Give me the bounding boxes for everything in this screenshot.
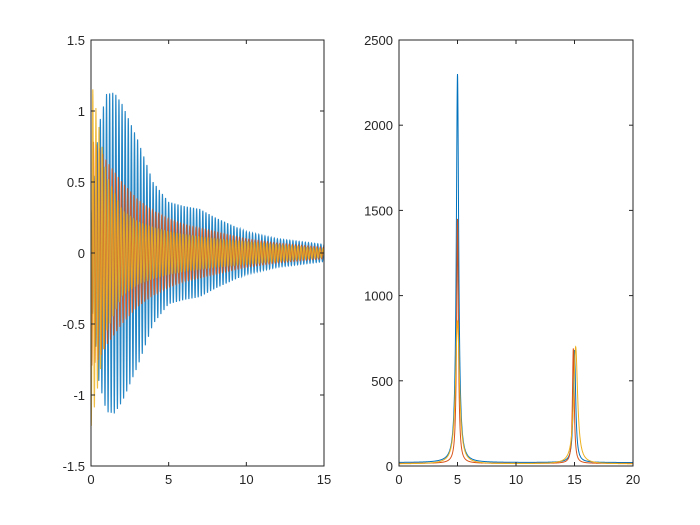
plot-area — [399, 74, 633, 465]
signal-line — [91, 89, 324, 426]
x-tick-label: 5 — [165, 472, 172, 487]
y-tick-label: 1.5 — [67, 33, 85, 48]
spectrum-line — [399, 218, 633, 464]
axes-box — [398, 39, 634, 467]
y-tick-label: -0.5 — [63, 317, 85, 332]
spectrum-line — [399, 74, 633, 463]
y-tick-label: 1500 — [364, 203, 393, 218]
x-tick-label: 10 — [239, 472, 253, 487]
y-tick-label: 1000 — [364, 289, 393, 304]
y-tick-label: 0.5 — [67, 175, 85, 190]
x-tick-label: 15 — [567, 472, 581, 487]
time-signal-axes: 0 5 10 15 -1.5 -1 -0.5 0 0.5 1 1.5 — [63, 33, 332, 487]
signal-line — [91, 141, 324, 366]
spectrum-line — [399, 319, 633, 465]
y-tick-label: 500 — [371, 374, 393, 389]
y-tick-label: 2500 — [364, 33, 393, 48]
signal-line — [91, 92, 324, 414]
x-tick-label: 10 — [509, 472, 523, 487]
x-tick-label: 0 — [87, 472, 94, 487]
y-tick-label: -1 — [73, 388, 85, 403]
y-tick-label: 1 — [78, 104, 85, 119]
axes-box — [90, 39, 325, 467]
x-tick-label: 5 — [454, 472, 461, 487]
y-tick-label: 0 — [386, 459, 393, 474]
plot-area — [91, 89, 324, 426]
y-tick-label: 2000 — [364, 118, 393, 133]
spectrum-axes: 0 5 10 15 20 0 500 1000 1500 2000 2500 — [364, 33, 640, 487]
x-tick-label: 15 — [317, 472, 331, 487]
y-tick-label: 0 — [78, 246, 85, 261]
x-tick-label: 20 — [626, 472, 640, 487]
x-tick-label: 0 — [395, 472, 402, 487]
y-tick-label: -1.5 — [63, 459, 85, 474]
